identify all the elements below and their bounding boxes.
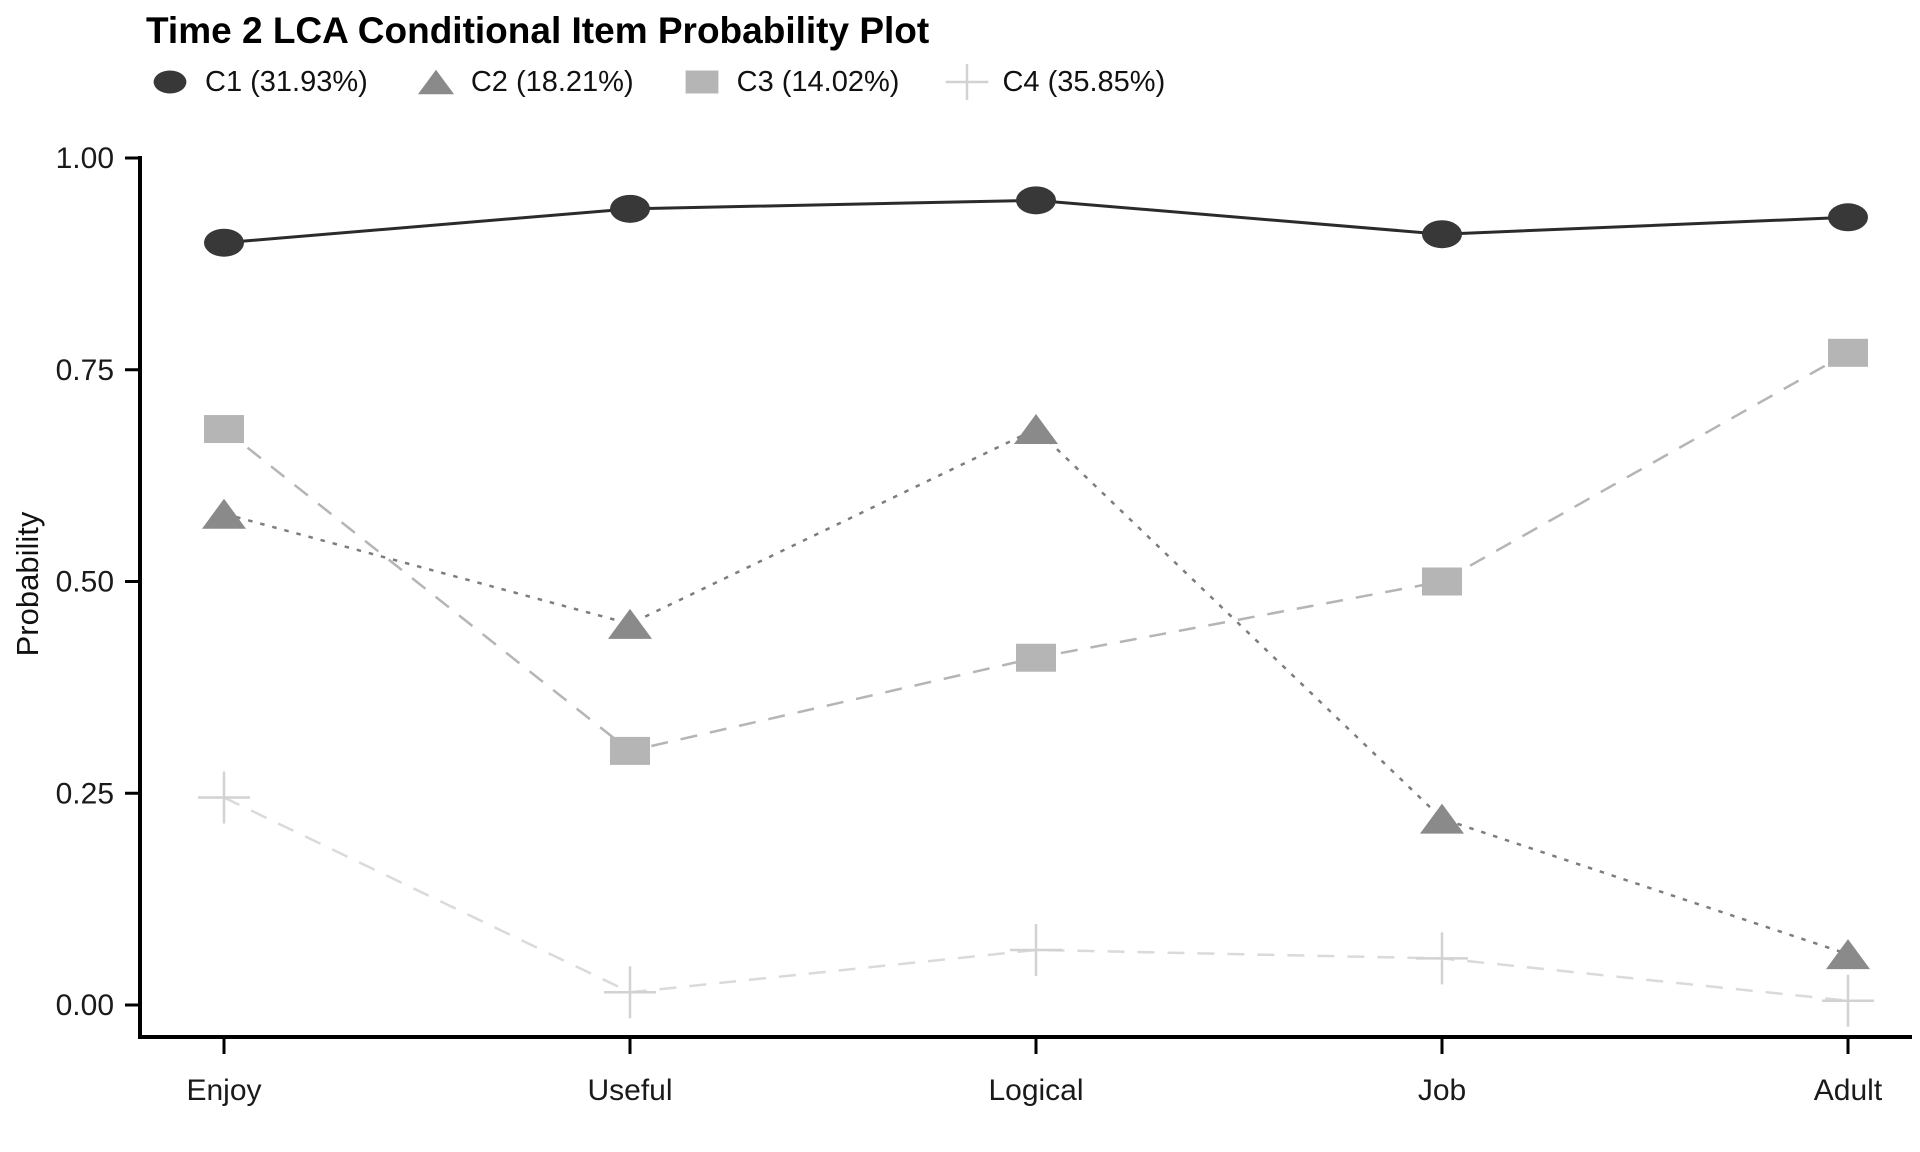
series-markers-c4	[198, 771, 1874, 1027]
legend-label: C3 (14.02%)	[736, 65, 900, 98]
series-markers-c1	[204, 186, 1868, 257]
circle-marker	[153, 70, 187, 94]
series-line-c3	[223, 351, 1849, 753]
square-marker	[1422, 567, 1462, 596]
x-tick-label: Adult	[1814, 1074, 1883, 1107]
triangle-marker	[608, 608, 652, 639]
legend: C1 (31.93%) C2 (18.21%) C3 (14.02%) C4 (35.…	[148, 64, 1211, 100]
square-marker	[204, 415, 244, 444]
legend-item-c3: C3 (14.02%)	[680, 64, 900, 100]
triangle-marker	[1420, 803, 1464, 834]
legend-label: C2 (18.21%)	[470, 65, 634, 98]
series-line-c2	[223, 427, 1849, 956]
legend-item-c4: C4 (35.85%)	[945, 64, 1165, 100]
y-tick-label: 0.00	[56, 989, 114, 1022]
triangle-marker	[202, 498, 246, 529]
legend-label: C4 (35.85%)	[1002, 65, 1166, 98]
circle-legend-icon	[153, 70, 187, 94]
circle-marker	[1828, 203, 1868, 232]
chart-title: Time 2 LCA Conditional Item Probability …	[146, 10, 930, 51]
x-tick-label: Job	[1418, 1074, 1466, 1107]
legend-item-c2: C2 (18.21%)	[414, 64, 634, 100]
triangle-legend-icon	[417, 69, 454, 95]
x-tick-label: Logical	[988, 1074, 1083, 1107]
triangle-marker	[1014, 414, 1058, 445]
plus-legend-icon	[946, 64, 989, 100]
y-tick-label: 1.00	[56, 142, 114, 175]
legend-item-c1: C1 (31.93%)	[148, 64, 368, 100]
series-markers-c3	[204, 338, 1868, 765]
series-line-c4	[223, 796, 1849, 1003]
y-tick-label: 0.75	[56, 354, 114, 387]
triangle-marker	[1826, 939, 1870, 970]
square-legend-icon	[685, 70, 719, 94]
circle-marker	[1422, 220, 1462, 249]
legend-label: C1 (31.93%)	[205, 65, 368, 98]
y-tick-label: 0.25	[56, 777, 114, 810]
square-marker	[1016, 643, 1056, 672]
square-marker	[685, 70, 719, 94]
circle-marker	[610, 194, 650, 223]
circle-marker	[1016, 186, 1056, 215]
circle-marker	[204, 228, 244, 257]
x-tick-label: Enjoy	[186, 1074, 261, 1107]
square-marker	[610, 736, 650, 765]
square-marker	[1828, 338, 1868, 367]
series-markers-c2	[202, 414, 1870, 970]
triangle-marker	[417, 69, 454, 95]
y-tick-label: 0.50	[56, 566, 114, 599]
x-tick-label: Useful	[587, 1074, 672, 1107]
